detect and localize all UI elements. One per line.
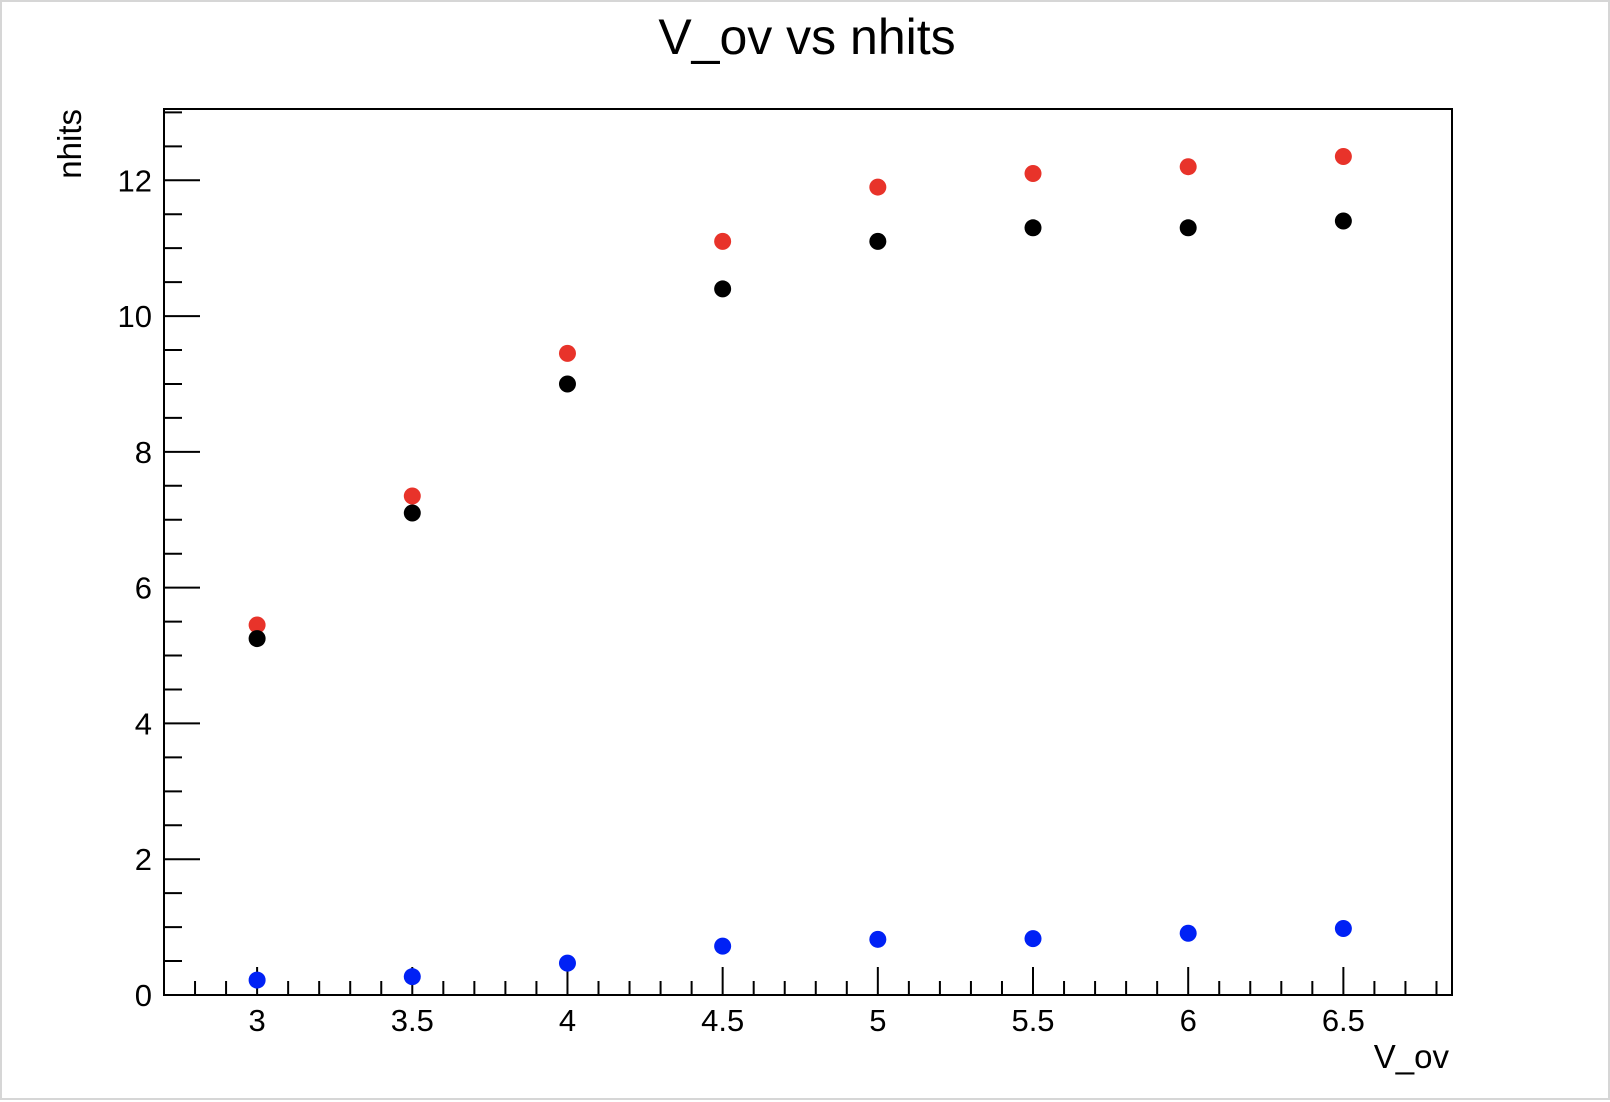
data-point-series-1 <box>1334 148 1352 166</box>
data-point-series-2 <box>558 375 576 393</box>
data-point-series-3 <box>403 968 421 986</box>
x-tick-label: 3 <box>248 1003 265 1038</box>
data-point-series-1 <box>1024 164 1042 182</box>
x-axis: 3 3.5 4 4.5 5 5.5 6 6.5 <box>163 967 1438 1038</box>
data-point-series-1 <box>1179 158 1197 176</box>
y-tick-label: 2 <box>135 842 152 877</box>
data-point-series-1 <box>248 616 266 634</box>
x-tick-label: 5 <box>869 1003 886 1038</box>
data-points <box>248 148 1352 989</box>
plot-frame <box>163 108 1453 996</box>
data-point-series-2 <box>1334 212 1352 230</box>
x-tick-label: 4 <box>559 1003 576 1038</box>
data-point-series-3 <box>1334 919 1352 937</box>
data-point-series-3 <box>869 930 887 948</box>
x-axis-label: V_ov <box>1374 1038 1450 1075</box>
data-point-series-3 <box>558 954 576 972</box>
data-point-series-1 <box>558 344 576 362</box>
data-point-series-3 <box>1024 930 1042 948</box>
data-point-series-2 <box>248 630 266 648</box>
data-point-series-2 <box>403 504 421 522</box>
data-point-series-1 <box>403 487 421 505</box>
data-point-series-3 <box>1179 924 1197 942</box>
x-tick-label: 5.5 <box>1011 1003 1054 1038</box>
data-point-series-3 <box>714 937 732 955</box>
data-point-series-2 <box>869 232 887 250</box>
data-point-series-1 <box>714 232 732 250</box>
data-point-series-1 <box>869 178 887 196</box>
x-tick-label: 3.5 <box>391 1003 434 1038</box>
data-point-series-2 <box>1024 219 1042 237</box>
x-tick-label: 6 <box>1180 1003 1197 1038</box>
y-axis: 0 2 4 6 8 10 12 <box>118 111 200 1013</box>
y-tick-label: 4 <box>135 706 152 741</box>
y-tick-label: 8 <box>135 435 152 470</box>
y-axis-label: nhits <box>51 109 88 179</box>
data-point-series-3 <box>248 971 266 989</box>
data-point-series-2 <box>1179 219 1197 237</box>
x-tick-label: 6.5 <box>1322 1003 1365 1038</box>
y-tick-label: 12 <box>118 163 152 198</box>
y-tick-label: 10 <box>118 299 152 334</box>
chart-title: V_ov vs nhits <box>658 9 955 65</box>
data-point-series-2 <box>714 280 732 298</box>
y-tick-label: 6 <box>135 571 152 606</box>
y-tick-label: 0 <box>135 978 152 1013</box>
x-tick-label: 4.5 <box>701 1003 744 1038</box>
